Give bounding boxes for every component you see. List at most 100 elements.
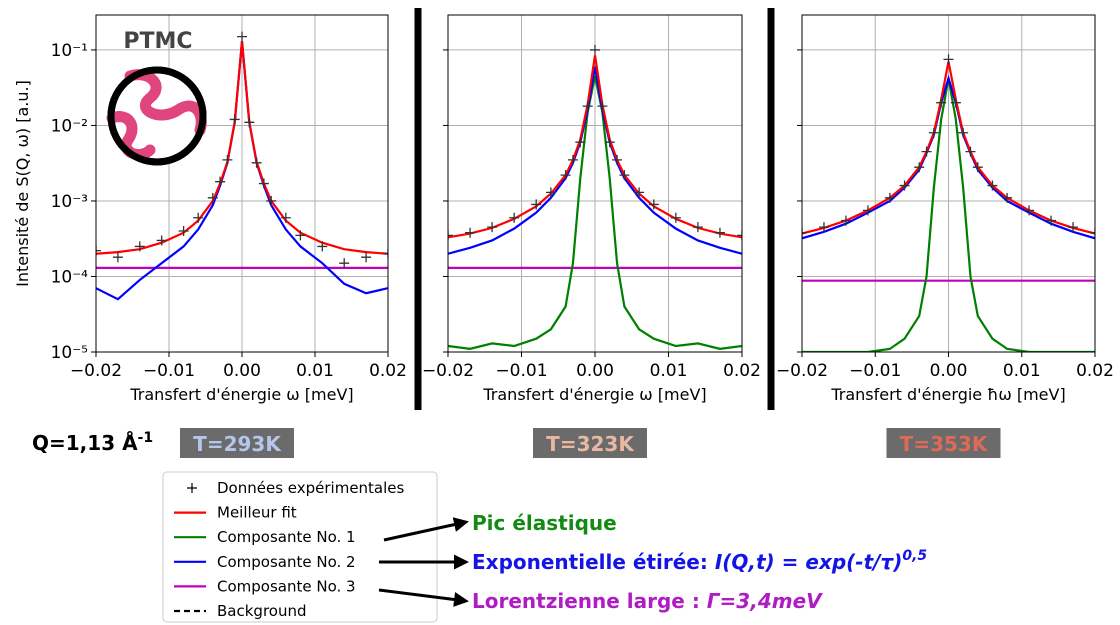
legend-label: Composante No. 3: [217, 577, 356, 595]
data-point: [1002, 192, 1013, 203]
data-point: [619, 170, 630, 181]
data-point: [936, 97, 947, 108]
legend-label: Background: [217, 602, 307, 620]
title-box: [886, 428, 1001, 458]
inset-label: PTMC: [123, 29, 192, 54]
panel-title: T=353K: [900, 432, 989, 456]
data-point: [560, 170, 571, 181]
data-point: [958, 127, 969, 138]
x-tick-label: 0.00: [576, 361, 614, 381]
data-point: [317, 241, 328, 252]
x-axis-label: Transfert d'énergie ω [meV]: [129, 385, 353, 404]
x-tick-label: −0.02: [70, 361, 122, 381]
q-label: Q=1,13 Å-1: [32, 430, 153, 455]
data-point: [1068, 222, 1079, 233]
series-line: [448, 66, 742, 255]
data-point: [1090, 227, 1095, 238]
data-point: [950, 97, 961, 108]
data-point: [215, 176, 226, 187]
y-tick-label: 10⁻⁵: [51, 343, 88, 363]
data-point: [295, 230, 306, 241]
axes-frame: [801, 14, 1096, 353]
data-point: [1024, 205, 1035, 216]
data-point: [229, 114, 240, 125]
x-tick-label: −0.01: [143, 361, 195, 381]
inset-icon: PTMC: [106, 29, 207, 166]
x-tick-label: −0.01: [849, 361, 901, 381]
data-point: [237, 31, 247, 42]
data-point: [648, 199, 659, 210]
annotation: Exponentielle étirée: I(Q,t) = exp(-t/τ)…: [472, 548, 927, 574]
data-point: [1046, 215, 1057, 226]
legend-label: Meilleur fit: [217, 504, 297, 522]
plot-area: [96, 31, 388, 301]
panel: −0.02 −0.01 0.00 0.01 0.02 Transfert d'énergi…: [422, 14, 761, 458]
data-point: [134, 241, 145, 252]
legend-label: Données expérimentales: [217, 479, 405, 497]
x-tick-label: 0.00: [930, 361, 968, 381]
data-point: [590, 44, 600, 55]
x-tick-label: −0.01: [495, 361, 547, 381]
annotation-text: Lorentzienne large :: [472, 589, 707, 613]
axes-frame: [447, 14, 743, 353]
annotation: Pic élastique: [472, 511, 617, 535]
data-point: [156, 235, 167, 246]
axes-frame: [95, 14, 389, 353]
data-point: [928, 127, 939, 138]
data-point: [884, 192, 895, 203]
annotation-formula: Γ=3,4meV: [707, 589, 823, 613]
data-point: [943, 54, 954, 65]
data-point: [612, 154, 623, 165]
data-point: [509, 212, 520, 223]
data-point: [465, 227, 476, 238]
plot-area: [448, 44, 742, 350]
data-point: [251, 157, 262, 168]
data-point: [545, 187, 556, 198]
data-point: [840, 215, 851, 226]
series-line: [448, 75, 742, 350]
y-tick-label: 10⁻³: [51, 192, 88, 212]
x-tick-label: 0.01: [650, 361, 688, 381]
x-tick-label: 0.02: [369, 361, 407, 381]
data-point: [112, 252, 123, 263]
legend-marker: [187, 483, 197, 493]
annotation-formula: I(Q,t) = exp(-t/τ): [715, 550, 903, 574]
data-point: [266, 195, 277, 206]
y-tick-label: 10⁻²: [51, 116, 88, 136]
panel: −0.02 −0.01 0.00 0.01 0.02 Transfert d'énergi…: [776, 14, 1114, 458]
series-line: [802, 74, 1095, 240]
data-point: [487, 222, 498, 233]
data-point: [692, 222, 703, 233]
data-point: [531, 199, 542, 210]
data-point: [575, 137, 586, 148]
data-point: [222, 154, 233, 165]
data-point: [818, 222, 829, 233]
x-tick-label: 0.01: [296, 361, 334, 381]
annotation-text: Exponentielle étirée:: [472, 550, 715, 574]
data-point: [567, 154, 578, 165]
data-point: [244, 117, 255, 128]
data-point: [737, 230, 742, 241]
series-line: [448, 55, 742, 239]
data-point: [802, 227, 807, 238]
title-box: [533, 428, 647, 458]
legend-label: Composante No. 1: [217, 528, 356, 546]
x-axis-label: Transfert d'énergie ω [meV]: [482, 385, 706, 404]
data-point: [921, 146, 932, 157]
y-tick-label: 10⁻¹: [51, 41, 88, 61]
data-point: [634, 187, 645, 198]
data-point: [339, 258, 350, 269]
data-point: [914, 162, 925, 173]
x-tick-label: −0.02: [776, 361, 828, 381]
data-point: [193, 212, 204, 223]
legend-box: [162, 471, 438, 623]
legend: Données expérimentales Meilleur fit Compos…: [162, 471, 438, 623]
x-tick-label: 0.02: [723, 361, 761, 381]
x-tick-label: 0.01: [1003, 361, 1041, 381]
data-point: [899, 180, 910, 191]
data-point: [361, 252, 372, 263]
x-tick-label: 0.02: [1076, 361, 1114, 381]
panels: −0.02 −0.01 0.00 0.01 0.02 10⁻⁵ 10⁻⁴ 10⁻³ 10⁻² 10…: [13, 14, 1114, 458]
q-text: Q=1,13 Å: [32, 431, 138, 455]
data-point: [965, 146, 976, 157]
